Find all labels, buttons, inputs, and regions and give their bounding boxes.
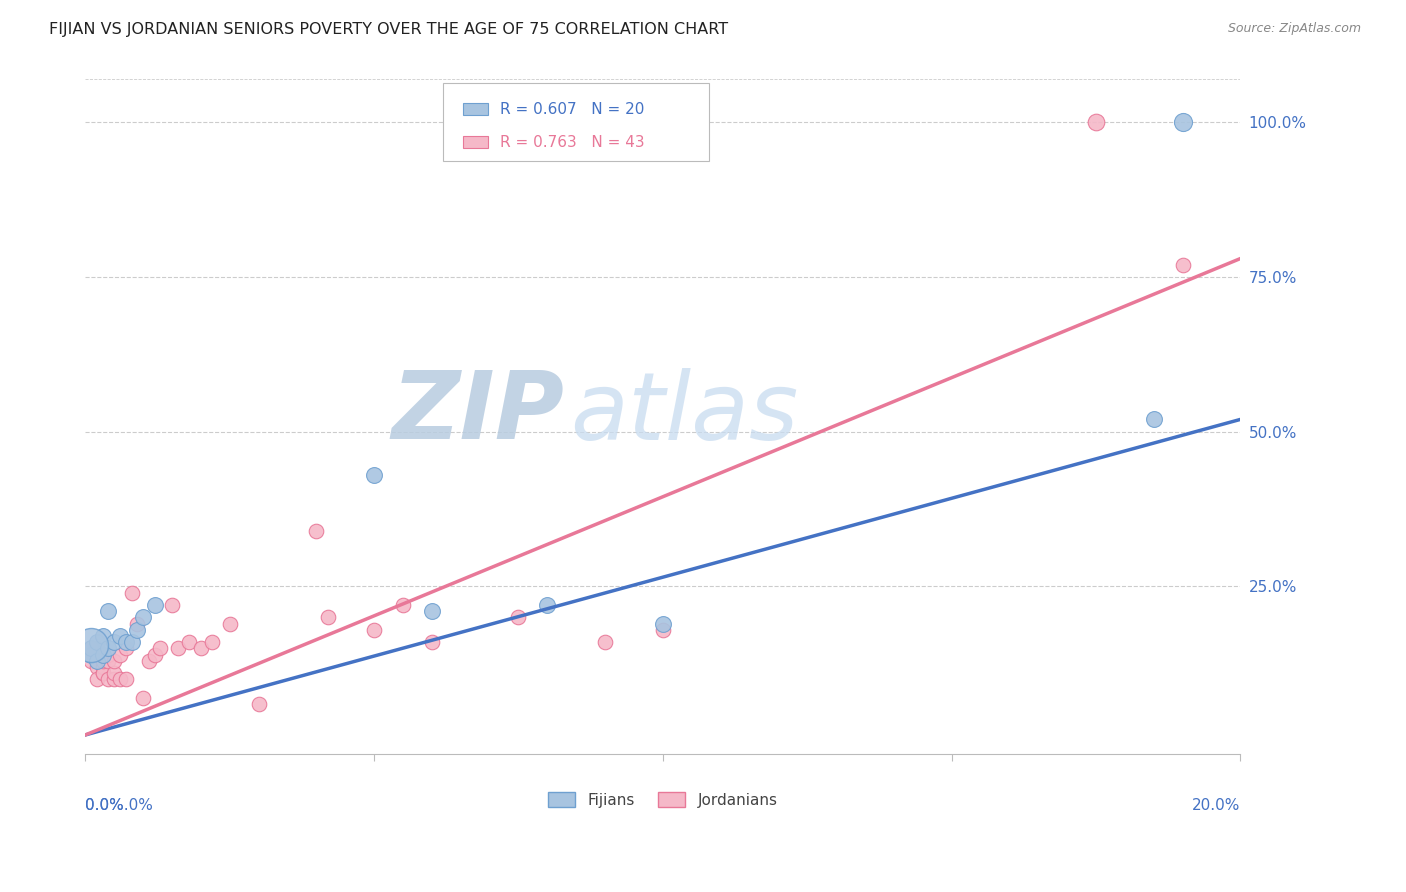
Point — [91, 660, 114, 674]
Point — [86, 635, 108, 649]
Point — [160, 598, 183, 612]
Point — [1143, 412, 1166, 426]
Point — [138, 654, 160, 668]
Point — [86, 660, 108, 674]
Point — [97, 673, 120, 687]
Point — [651, 616, 673, 631]
Point — [114, 635, 136, 649]
Point — [392, 598, 415, 612]
Point — [420, 635, 443, 649]
Point — [420, 604, 443, 618]
Point — [91, 648, 114, 662]
Point — [121, 635, 143, 649]
Point — [108, 648, 131, 662]
Point — [593, 635, 616, 649]
Point — [80, 648, 103, 662]
Point — [108, 629, 131, 643]
Point — [1171, 115, 1194, 129]
Point — [114, 641, 136, 656]
Point — [132, 610, 155, 624]
Point — [363, 468, 385, 483]
Point — [201, 635, 224, 649]
Point — [143, 598, 166, 612]
Point — [1084, 115, 1107, 129]
Text: atlas: atlas — [571, 368, 799, 458]
Point — [508, 610, 530, 624]
Point — [305, 524, 328, 538]
Point — [190, 641, 212, 656]
Point — [86, 654, 108, 668]
Point — [114, 673, 136, 687]
Text: R = 0.763   N = 43: R = 0.763 N = 43 — [501, 135, 644, 150]
Point — [108, 673, 131, 687]
Text: 0.0%: 0.0% — [86, 797, 124, 813]
Point — [316, 610, 339, 624]
Text: ZIP: ZIP — [392, 368, 565, 459]
Text: 0.0%.0%: 0.0%.0% — [86, 797, 153, 813]
Point — [80, 638, 103, 652]
Point — [86, 673, 108, 687]
Point — [97, 641, 120, 656]
Point — [86, 648, 108, 662]
Point — [91, 666, 114, 681]
Point — [247, 697, 270, 711]
Bar — [463, 103, 488, 115]
Point — [1171, 258, 1194, 272]
Bar — [463, 136, 488, 148]
Point — [103, 673, 125, 687]
Point — [91, 666, 114, 681]
Point — [218, 616, 240, 631]
Point — [80, 654, 103, 668]
Point — [103, 654, 125, 668]
Point — [179, 635, 201, 649]
Point — [121, 585, 143, 599]
Point — [91, 654, 114, 668]
Text: R = 0.607   N = 20: R = 0.607 N = 20 — [501, 102, 644, 117]
Text: FIJIAN VS JORDANIAN SENIORS POVERTY OVER THE AGE OF 75 CORRELATION CHART: FIJIAN VS JORDANIAN SENIORS POVERTY OVER… — [49, 22, 728, 37]
Legend: Fijians, Jordanians: Fijians, Jordanians — [541, 786, 783, 814]
Point — [166, 641, 188, 656]
Point — [127, 616, 149, 631]
Point — [86, 641, 108, 656]
Point — [149, 641, 172, 656]
Point — [536, 598, 558, 612]
Point — [80, 648, 103, 662]
Point — [127, 623, 149, 637]
Text: 20.0%: 20.0% — [1192, 797, 1240, 813]
Point — [132, 690, 155, 705]
Point — [363, 623, 385, 637]
Point — [80, 641, 103, 656]
Point — [97, 648, 120, 662]
Point — [103, 666, 125, 681]
FancyBboxPatch shape — [443, 83, 709, 161]
Point — [103, 635, 125, 649]
Point — [97, 654, 120, 668]
Point — [91, 629, 114, 643]
Point — [80, 641, 103, 656]
Point — [143, 648, 166, 662]
Text: Source: ZipAtlas.com: Source: ZipAtlas.com — [1227, 22, 1361, 36]
Point — [651, 623, 673, 637]
Point — [97, 604, 120, 618]
